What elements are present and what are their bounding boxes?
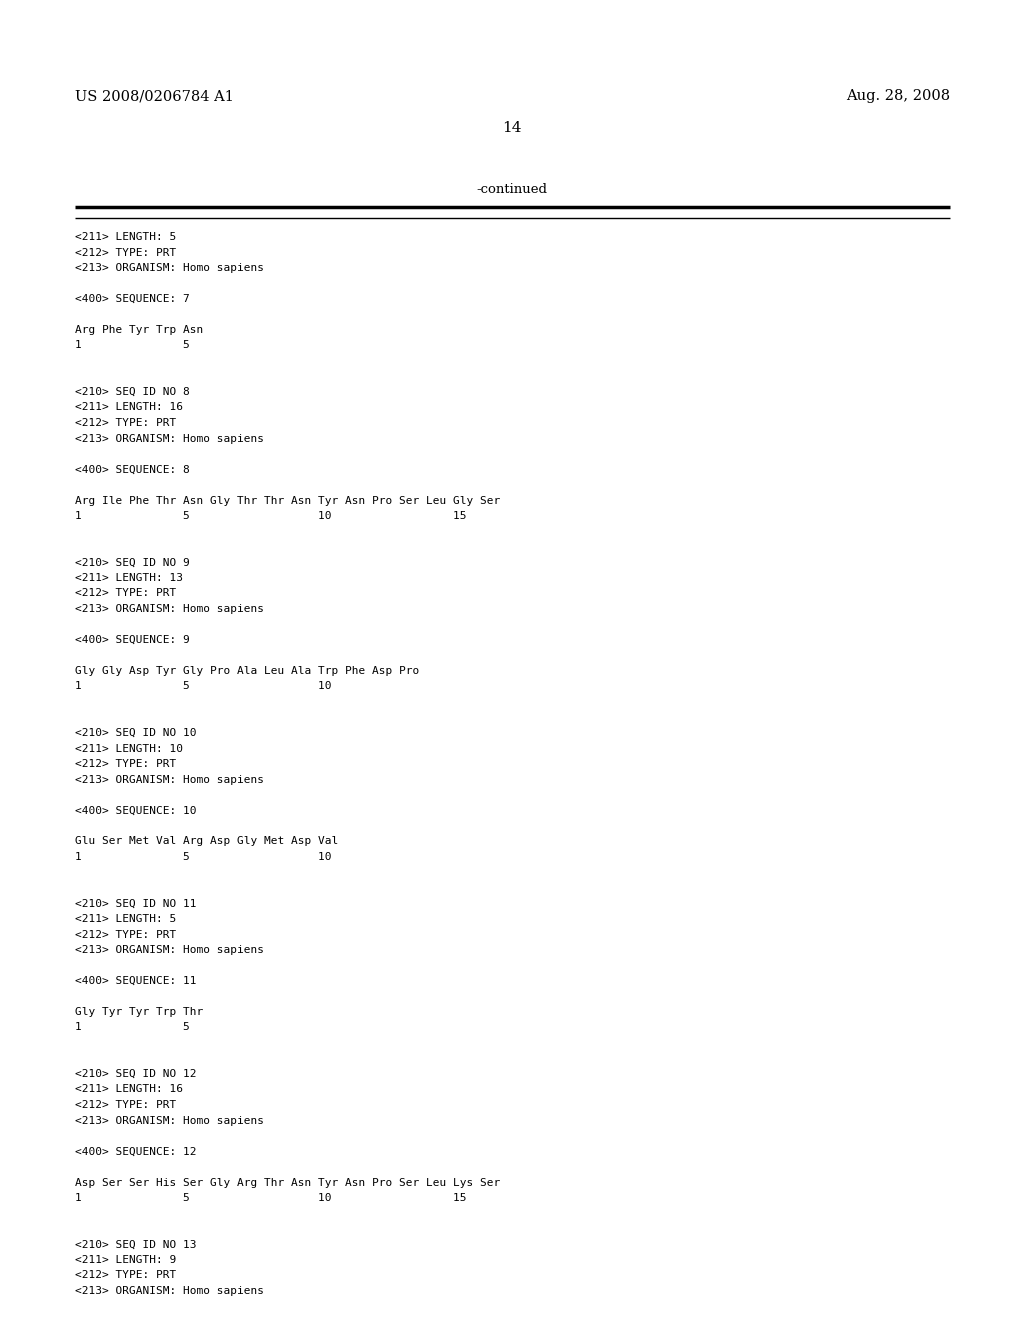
Text: 1               5                   10: 1 5 10 [75, 851, 332, 862]
Text: <211> LENGTH: 16: <211> LENGTH: 16 [75, 403, 183, 412]
Text: <210> SEQ ID NO 12: <210> SEQ ID NO 12 [75, 1069, 197, 1078]
Text: <212> TYPE: PRT: <212> TYPE: PRT [75, 589, 176, 598]
Text: <211> LENGTH: 5: <211> LENGTH: 5 [75, 232, 176, 242]
Text: Asp Ser Ser His Ser Gly Arg Thr Asn Tyr Asn Pro Ser Leu Lys Ser: Asp Ser Ser His Ser Gly Arg Thr Asn Tyr … [75, 1177, 501, 1188]
Text: 1               5: 1 5 [75, 341, 189, 351]
Text: <212> TYPE: PRT: <212> TYPE: PRT [75, 418, 176, 428]
Text: 14: 14 [502, 121, 522, 135]
Text: <212> TYPE: PRT: <212> TYPE: PRT [75, 1100, 176, 1110]
Text: <211> LENGTH: 10: <211> LENGTH: 10 [75, 743, 183, 754]
Text: <211> LENGTH: 16: <211> LENGTH: 16 [75, 1085, 183, 1094]
Text: <211> LENGTH: 5: <211> LENGTH: 5 [75, 913, 176, 924]
Text: <400> SEQUENCE: 7: <400> SEQUENCE: 7 [75, 294, 189, 304]
Text: US 2008/0206784 A1: US 2008/0206784 A1 [75, 88, 233, 103]
Text: Glu Ser Met Val Arg Asp Gly Met Asp Val: Glu Ser Met Val Arg Asp Gly Met Asp Val [75, 837, 338, 846]
Text: <211> LENGTH: 9: <211> LENGTH: 9 [75, 1255, 176, 1265]
Text: <213> ORGANISM: Homo sapiens: <213> ORGANISM: Homo sapiens [75, 1286, 264, 1296]
Text: <213> ORGANISM: Homo sapiens: <213> ORGANISM: Homo sapiens [75, 263, 264, 273]
Text: Aug. 28, 2008: Aug. 28, 2008 [846, 88, 950, 103]
Text: <213> ORGANISM: Homo sapiens: <213> ORGANISM: Homo sapiens [75, 775, 264, 784]
Text: Gly Tyr Tyr Trp Thr: Gly Tyr Tyr Trp Thr [75, 1007, 203, 1016]
Text: 1               5                   10                  15: 1 5 10 15 [75, 1193, 467, 1203]
Text: 1               5                   10                  15: 1 5 10 15 [75, 511, 467, 521]
Text: <213> ORGANISM: Homo sapiens: <213> ORGANISM: Homo sapiens [75, 605, 264, 614]
Text: <212> TYPE: PRT: <212> TYPE: PRT [75, 759, 176, 770]
Text: <213> ORGANISM: Homo sapiens: <213> ORGANISM: Homo sapiens [75, 433, 264, 444]
Text: <400> SEQUENCE: 9: <400> SEQUENCE: 9 [75, 635, 189, 645]
Text: <213> ORGANISM: Homo sapiens: <213> ORGANISM: Homo sapiens [75, 1115, 264, 1126]
Text: <213> ORGANISM: Homo sapiens: <213> ORGANISM: Homo sapiens [75, 945, 264, 954]
Text: <210> SEQ ID NO 10: <210> SEQ ID NO 10 [75, 729, 197, 738]
Text: Arg Ile Phe Thr Asn Gly Thr Thr Asn Tyr Asn Pro Ser Leu Gly Ser: Arg Ile Phe Thr Asn Gly Thr Thr Asn Tyr … [75, 495, 501, 506]
Text: <210> SEQ ID NO 11: <210> SEQ ID NO 11 [75, 899, 197, 908]
Text: <212> TYPE: PRT: <212> TYPE: PRT [75, 1270, 176, 1280]
Text: <400> SEQUENCE: 10: <400> SEQUENCE: 10 [75, 805, 197, 816]
Text: <210> SEQ ID NO 13: <210> SEQ ID NO 13 [75, 1239, 197, 1250]
Text: <211> LENGTH: 13: <211> LENGTH: 13 [75, 573, 183, 583]
Text: 1               5                   10: 1 5 10 [75, 681, 332, 692]
Text: <210> SEQ ID NO 9: <210> SEQ ID NO 9 [75, 557, 189, 568]
Text: <212> TYPE: PRT: <212> TYPE: PRT [75, 929, 176, 940]
Text: <400> SEQUENCE: 11: <400> SEQUENCE: 11 [75, 975, 197, 986]
Text: <212> TYPE: PRT: <212> TYPE: PRT [75, 248, 176, 257]
Text: <400> SEQUENCE: 8: <400> SEQUENCE: 8 [75, 465, 189, 474]
Text: Arg Phe Tyr Trp Asn: Arg Phe Tyr Trp Asn [75, 325, 203, 335]
Text: <400> SEQUENCE: 12: <400> SEQUENCE: 12 [75, 1147, 197, 1156]
Text: Gly Gly Asp Tyr Gly Pro Ala Leu Ala Trp Phe Asp Pro: Gly Gly Asp Tyr Gly Pro Ala Leu Ala Trp … [75, 667, 419, 676]
Text: 1               5: 1 5 [75, 1023, 189, 1032]
Text: <210> SEQ ID NO 8: <210> SEQ ID NO 8 [75, 387, 189, 397]
Text: -continued: -continued [476, 183, 548, 195]
